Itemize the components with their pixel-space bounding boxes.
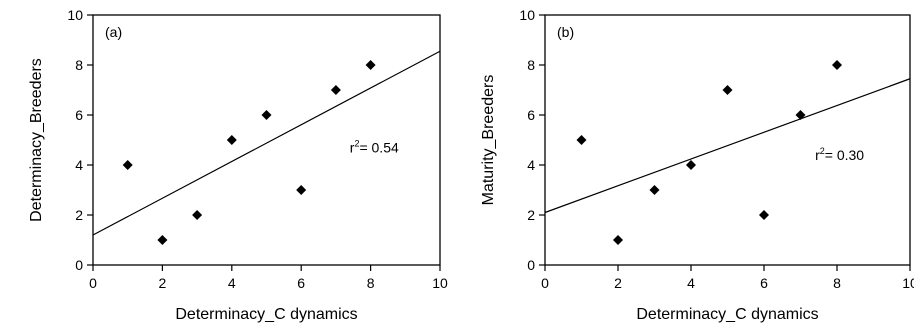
x-tick-label: 8	[367, 275, 375, 291]
scatter-panel-b: 0 2 4 6 8 10 0 2 4 6 8 10 Determinacy_C dynamics Matu…	[480, 7, 914, 323]
r-squared-value: = 0.54	[359, 140, 399, 156]
data-point	[576, 135, 587, 145]
regression-line	[92, 50, 441, 236]
x-tick-label: 0	[89, 275, 97, 291]
x-tick-label: 8	[833, 275, 841, 291]
r-symbol: r	[815, 147, 820, 163]
data-point	[365, 60, 376, 70]
r-squared-value: = 0.30	[825, 147, 865, 163]
y-tick-label: 4	[75, 157, 83, 173]
data-point	[795, 110, 806, 120]
y-tick-label: 0	[75, 257, 83, 273]
r-squared-annotation: r2= 0.54	[350, 139, 399, 156]
data-point	[157, 235, 168, 245]
x-tick-label: 6	[760, 275, 768, 291]
plot-frame	[544, 14, 911, 266]
data-point	[226, 135, 237, 145]
x-tick-label: 4	[687, 275, 695, 291]
x-tick-label: 2	[614, 275, 622, 291]
panel-label: (b)	[557, 24, 574, 40]
data-point	[261, 110, 272, 120]
data-point	[649, 185, 660, 195]
data-point	[722, 85, 733, 95]
x-tick-label: 6	[297, 275, 305, 291]
y-tick-label: 4	[527, 157, 535, 173]
r-superscript: 2	[354, 139, 359, 149]
x-axis-title: Determinacy_C dynamics	[636, 306, 818, 323]
x-tick-label: 4	[228, 275, 236, 291]
y-tick-label: 6	[527, 107, 535, 123]
x-tick-label: 0	[541, 275, 549, 291]
data-point	[686, 160, 696, 170]
data-point	[832, 60, 842, 70]
data-point	[296, 185, 307, 195]
data-point	[613, 235, 623, 245]
x-tick-label: 10	[902, 275, 914, 291]
regression-line	[544, 78, 911, 214]
scatter-panel-a: 0 2 4 6 8 10 0 2 4 6 8 10 Determinacy_C dynamics Dete…	[28, 7, 448, 323]
r-squared-annotation: r2= 0.30	[815, 146, 864, 163]
data-point	[759, 210, 769, 220]
plot-frame	[92, 14, 441, 266]
data-point	[192, 210, 203, 220]
x-tick-label: 10	[432, 275, 448, 291]
x-tick-label: 2	[159, 275, 167, 291]
y-axis-title: Maturity_Breeders	[480, 75, 497, 206]
data-point	[330, 85, 341, 95]
y-tick-label: 10	[519, 7, 535, 23]
r-symbol: r	[350, 140, 355, 156]
x-axis-title: Determinacy_C dynamics	[175, 306, 357, 323]
y-tick-label: 8	[75, 57, 83, 73]
data-point	[122, 160, 133, 170]
panel-label: (a)	[105, 24, 122, 40]
y-tick-label: 0	[527, 257, 535, 273]
y-tick-label: 10	[67, 7, 83, 23]
y-tick-label: 2	[527, 207, 535, 223]
r-superscript: 2	[820, 146, 825, 156]
y-tick-label: 2	[75, 207, 83, 223]
y-tick-label: 6	[75, 107, 83, 123]
y-tick-label: 8	[527, 57, 535, 73]
y-axis-title: Determinacy_Breeders	[28, 58, 45, 222]
